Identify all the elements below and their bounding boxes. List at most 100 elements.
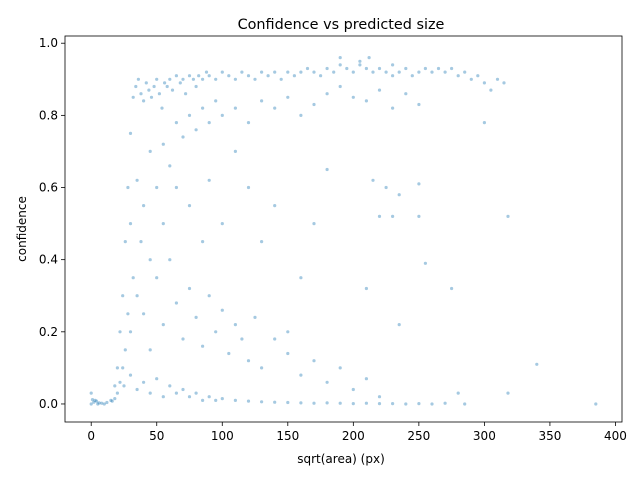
data-point (128, 131, 133, 135)
data-point (220, 222, 224, 226)
data-point (299, 70, 303, 74)
data-point (391, 214, 395, 218)
data-point (220, 397, 224, 401)
x-tick-label: 150 (276, 429, 299, 443)
data-point (273, 400, 277, 404)
data-point (201, 106, 205, 110)
data-point (233, 323, 237, 327)
data-point (220, 113, 224, 117)
data-point (397, 70, 401, 74)
data-point (187, 113, 192, 117)
data-point (187, 286, 192, 291)
data-point (423, 66, 427, 71)
data-point (181, 387, 185, 392)
data-point (170, 88, 175, 92)
data-point (102, 402, 106, 406)
data-point (417, 402, 421, 406)
data-point (364, 377, 368, 381)
data-point (142, 380, 146, 384)
y-tick-label: 0.4 (39, 253, 58, 267)
data-point (131, 276, 135, 280)
data-point (397, 193, 401, 197)
plot-area-frame (64, 35, 623, 423)
data-point (155, 185, 159, 190)
data-point (345, 66, 349, 71)
data-point (391, 402, 395, 406)
y-tick-label: 0.6 (39, 181, 58, 195)
data-point (105, 400, 109, 405)
data-point (194, 84, 198, 89)
data-point (246, 399, 251, 403)
data-point (174, 185, 178, 190)
data-point (351, 402, 355, 406)
data-point (260, 70, 264, 74)
data-point (207, 178, 211, 182)
data-point (246, 359, 251, 363)
data-point (233, 398, 237, 402)
data-point (240, 70, 244, 74)
data-point (123, 348, 127, 352)
data-point (89, 391, 93, 395)
data-point (197, 74, 201, 78)
y-axis-label: confidence (15, 196, 29, 262)
data-point (136, 77, 140, 81)
data-point (279, 77, 283, 81)
data-point (351, 387, 355, 392)
data-point (121, 366, 125, 370)
data-point (142, 99, 146, 103)
data-point (506, 391, 510, 395)
data-point (121, 294, 125, 298)
data-point (364, 99, 368, 103)
data-point (161, 323, 165, 327)
data-point (115, 391, 119, 395)
x-axis-label: sqrt(area) (px) (297, 452, 385, 466)
data-point (260, 240, 264, 244)
data-point (89, 402, 93, 406)
data-point (187, 74, 192, 78)
data-point (168, 258, 172, 262)
data-point (220, 308, 224, 312)
data-point (364, 66, 368, 71)
data-point (207, 121, 211, 125)
data-point (148, 348, 152, 352)
data-point (123, 240, 127, 244)
data-point (168, 77, 172, 81)
data-point (489, 88, 493, 92)
data-point (194, 391, 198, 395)
data-point (246, 74, 251, 78)
data-point (194, 315, 198, 319)
data-point (482, 121, 486, 125)
data-point (430, 70, 434, 74)
data-point (214, 77, 218, 81)
data-point (364, 401, 368, 405)
data-point (128, 222, 133, 226)
x-axis-ticks: 0 50 100 150 200 250 300 350 400 (87, 422, 627, 443)
data-point (358, 63, 362, 67)
data-point (456, 74, 460, 78)
data-point (214, 99, 218, 103)
data-point (184, 92, 188, 96)
data-point (214, 398, 218, 402)
data-point (391, 63, 395, 67)
data-point (240, 337, 244, 341)
data-point (174, 391, 178, 395)
data-point (148, 258, 152, 262)
data-point (299, 276, 303, 280)
data-point (201, 344, 205, 348)
data-point (181, 337, 185, 341)
data-point (417, 70, 421, 74)
data-point (118, 380, 122, 384)
data-point (371, 178, 375, 182)
data-point (319, 74, 323, 78)
data-point (168, 164, 172, 168)
data-point (260, 366, 264, 370)
x-tick-label: 400 (604, 429, 627, 443)
data-point (187, 204, 192, 208)
data-point (312, 401, 316, 405)
y-tick-label: 0.8 (39, 108, 58, 122)
data-point (204, 70, 209, 74)
data-point (135, 387, 139, 392)
data-point (178, 81, 182, 85)
data-point (93, 398, 97, 402)
data-point (126, 185, 130, 190)
